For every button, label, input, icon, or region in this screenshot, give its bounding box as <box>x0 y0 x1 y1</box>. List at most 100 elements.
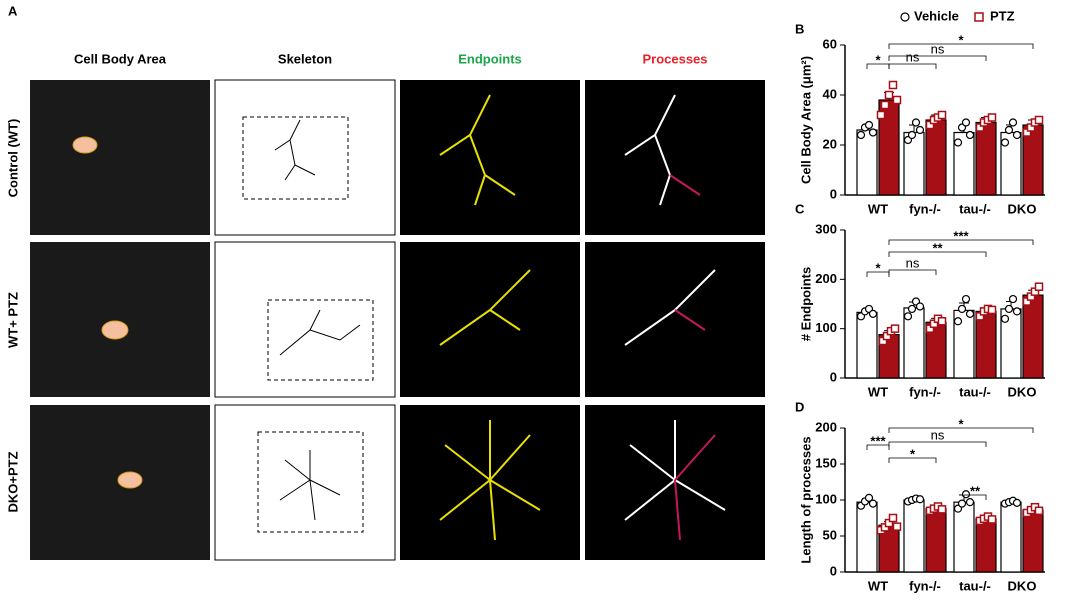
x-tick-label: fyn-/- <box>909 201 941 216</box>
data-point <box>888 513 898 523</box>
bar <box>925 508 947 573</box>
significance-label: * <box>958 416 964 431</box>
column-title: Endpoints <box>458 51 522 66</box>
significance-label: * <box>875 52 881 67</box>
data-point <box>953 138 963 147</box>
y-tick-label: 0 <box>830 369 837 384</box>
micrograph <box>30 80 210 235</box>
significance-bracket <box>888 63 937 69</box>
data-point <box>987 515 997 524</box>
data-point <box>868 128 878 137</box>
data-point <box>892 522 902 531</box>
significance-bracket <box>888 251 987 257</box>
data-point <box>864 493 874 502</box>
data-point <box>856 130 866 140</box>
y-tick-label: 50 <box>823 527 837 542</box>
y-tick-label: 100 <box>815 320 837 335</box>
data-point <box>965 130 975 140</box>
cell-body <box>117 471 143 489</box>
data-point <box>915 125 925 135</box>
row-label: Control (WT) <box>5 119 20 198</box>
data-point <box>915 495 925 504</box>
data-point <box>1034 115 1044 125</box>
process <box>674 309 706 331</box>
zoom-box <box>242 116 349 200</box>
data-point <box>868 499 878 508</box>
data-point <box>1034 282 1044 291</box>
data-point <box>1034 506 1044 516</box>
bar <box>856 129 878 196</box>
data-point <box>907 304 917 314</box>
y-tick-label: 60 <box>823 36 837 51</box>
skeleton-image <box>214 404 396 561</box>
significance-label: ns <box>931 41 945 56</box>
data-point <box>1008 294 1018 304</box>
data-point <box>868 309 878 318</box>
data-point <box>1012 130 1022 140</box>
column-title: Skeleton <box>278 51 332 66</box>
y-axis-label: Length of processes <box>798 436 813 563</box>
bar <box>1022 509 1044 573</box>
significance-label: ns <box>906 255 920 270</box>
data-point <box>937 505 947 514</box>
data-point <box>864 120 874 130</box>
data-point <box>876 110 886 120</box>
legend-marker <box>900 12 910 22</box>
data-point <box>987 305 997 315</box>
bar <box>1000 501 1022 573</box>
data-point <box>961 294 971 304</box>
data-point <box>888 80 898 90</box>
x-tick-label: DKO <box>1008 384 1037 399</box>
panel-label: B <box>795 21 804 36</box>
cell-body <box>101 320 129 340</box>
data-point <box>1004 125 1014 135</box>
significance-label: ns <box>906 49 920 64</box>
panel-label: C <box>795 201 805 216</box>
data-point <box>1012 307 1022 316</box>
significance-bracket <box>888 269 937 275</box>
bar <box>903 499 925 573</box>
x-tick-label: DKO <box>1008 201 1037 216</box>
y-tick-label: 100 <box>815 491 837 506</box>
data-point <box>1000 314 1010 323</box>
significance-bracket <box>888 43 1034 49</box>
column-title: Processes <box>642 51 707 66</box>
bar <box>953 501 975 573</box>
data-point <box>907 130 917 140</box>
row-label: DKO+PTZ <box>5 451 20 512</box>
significance-bracket <box>888 457 937 463</box>
y-tick-label: 0 <box>830 563 837 578</box>
significance-label: *** <box>870 433 886 448</box>
skeleton-image <box>214 241 396 398</box>
x-tick-label: fyn-/- <box>909 384 941 399</box>
skeleton-image <box>214 79 396 236</box>
column-title: Cell Body Area <box>74 51 167 66</box>
bar <box>856 311 878 379</box>
significance-bracket <box>888 441 987 447</box>
bar <box>975 310 997 379</box>
data-point <box>911 118 921 127</box>
y-tick-label: 0 <box>830 186 837 201</box>
data-point <box>903 312 913 321</box>
significance-bracket <box>888 239 1034 245</box>
processes-image <box>585 80 765 235</box>
skeleton <box>279 309 361 356</box>
significance-bracket <box>888 55 987 61</box>
significance-label: ns <box>931 427 945 442</box>
data-point <box>880 100 890 110</box>
data-point <box>937 317 947 326</box>
y-tick-label: 300 <box>815 221 837 236</box>
x-tick-label: tau-/- <box>959 201 991 216</box>
legend-label: PTZ <box>990 8 1015 23</box>
x-tick-label: WT <box>868 201 888 216</box>
row-label: WT+ PTZ <box>5 292 20 348</box>
x-tick-label: WT <box>868 578 888 593</box>
endpoint-skeleton <box>439 269 531 346</box>
data-point <box>961 490 971 499</box>
x-tick-label: tau-/- <box>959 578 991 593</box>
zoom-box <box>257 431 364 533</box>
data-point <box>892 95 902 105</box>
bar <box>856 501 878 573</box>
data-point <box>1008 118 1018 127</box>
